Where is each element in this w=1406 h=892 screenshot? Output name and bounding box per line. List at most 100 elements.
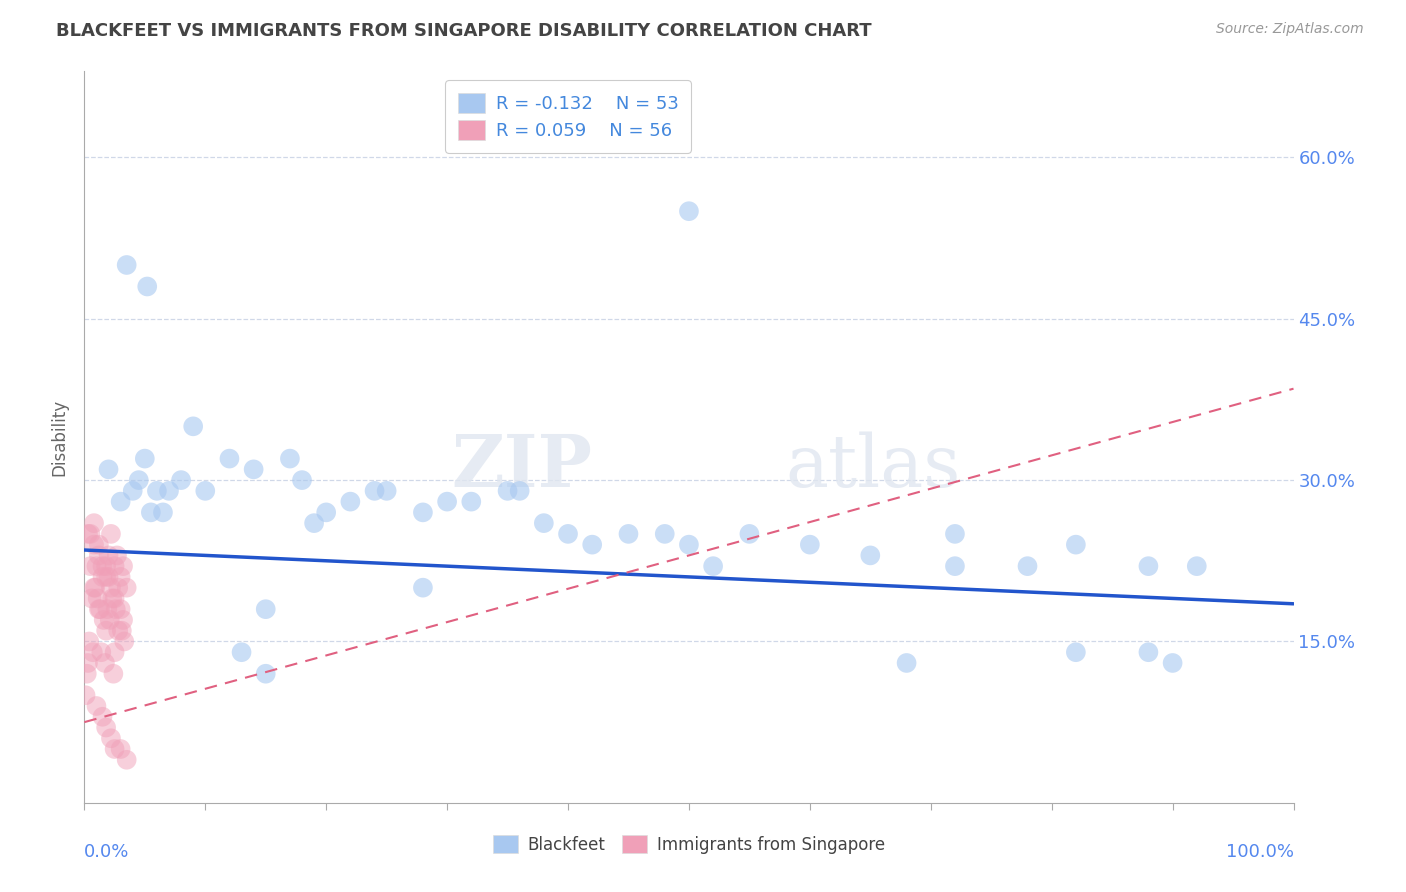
Point [678,538,700,552]
Point [86,559,108,574]
Point [1017,559,1039,574]
Point [100,731,122,746]
Point [86,698,108,713]
Point [91,710,114,724]
Point [581,538,603,552]
Point [83,581,105,595]
Point [1161,656,1184,670]
Point [136,279,159,293]
Point [110,602,132,616]
Point [87,538,110,552]
Point [103,666,125,681]
Text: ZIP: ZIP [451,431,592,502]
Point [134,451,156,466]
Point [112,613,135,627]
Point [112,559,135,574]
Point [218,451,240,466]
Point [436,494,458,508]
Point [101,591,124,606]
Point [104,742,127,756]
Point [104,645,127,659]
Point [87,549,110,563]
Text: Source: ZipAtlas.com: Source: ZipAtlas.com [1216,22,1364,37]
Point [943,559,966,574]
Point [105,549,128,563]
Point [896,656,918,670]
Point [91,559,114,574]
Point [104,559,127,574]
Point [97,462,120,476]
Text: atlas: atlas [786,431,962,501]
Point [83,538,105,552]
Point [1185,559,1208,574]
Point [100,527,122,541]
Point [339,494,361,508]
Point [799,538,821,552]
Point [278,451,301,466]
Point [90,645,112,659]
Point [146,483,169,498]
Point [254,602,277,616]
Point [110,494,132,508]
Point [738,527,761,541]
Point [91,570,114,584]
Point [1137,645,1160,659]
Point [110,742,132,756]
Point [533,516,555,530]
Point [654,527,676,541]
Point [496,483,519,498]
Point [363,483,385,498]
Point [104,591,127,606]
Point [115,258,138,272]
Point [943,527,966,541]
Point [94,570,117,584]
Legend: Blackfeet, Immigrants from Singapore: Blackfeet, Immigrants from Singapore [486,829,891,860]
Point [128,473,150,487]
Point [678,204,700,219]
Point [94,559,117,574]
Point [79,527,101,541]
Point [702,559,724,574]
Text: 0.0%: 0.0% [84,843,129,861]
Point [96,602,118,616]
Point [111,624,134,638]
Point [94,624,117,638]
Point [152,505,174,519]
Text: 100.0%: 100.0% [1226,843,1294,861]
Point [115,753,138,767]
Point [110,570,132,584]
Point [115,581,138,595]
Point [87,602,110,616]
Point [157,483,180,498]
Point [98,613,121,627]
Point [107,624,129,638]
Point [83,516,105,530]
Point [231,645,253,659]
Point [79,559,101,574]
Point [412,505,434,519]
Point [139,505,162,519]
Point [104,602,127,616]
Point [291,473,314,487]
Point [82,645,104,659]
Point [254,666,277,681]
Point [75,688,97,702]
Point [460,494,482,508]
Point [77,527,100,541]
Point [170,473,193,487]
Point [80,591,103,606]
Point [194,483,217,498]
Point [315,505,337,519]
Y-axis label: Disability: Disability [51,399,69,475]
Point [1064,538,1087,552]
Point [509,483,531,498]
Point [77,634,100,648]
Point [112,634,135,648]
Point [100,581,122,595]
Point [84,581,107,595]
Point [86,591,108,606]
Point [302,516,325,530]
Point [121,483,143,498]
Point [181,419,204,434]
Point [93,613,115,627]
